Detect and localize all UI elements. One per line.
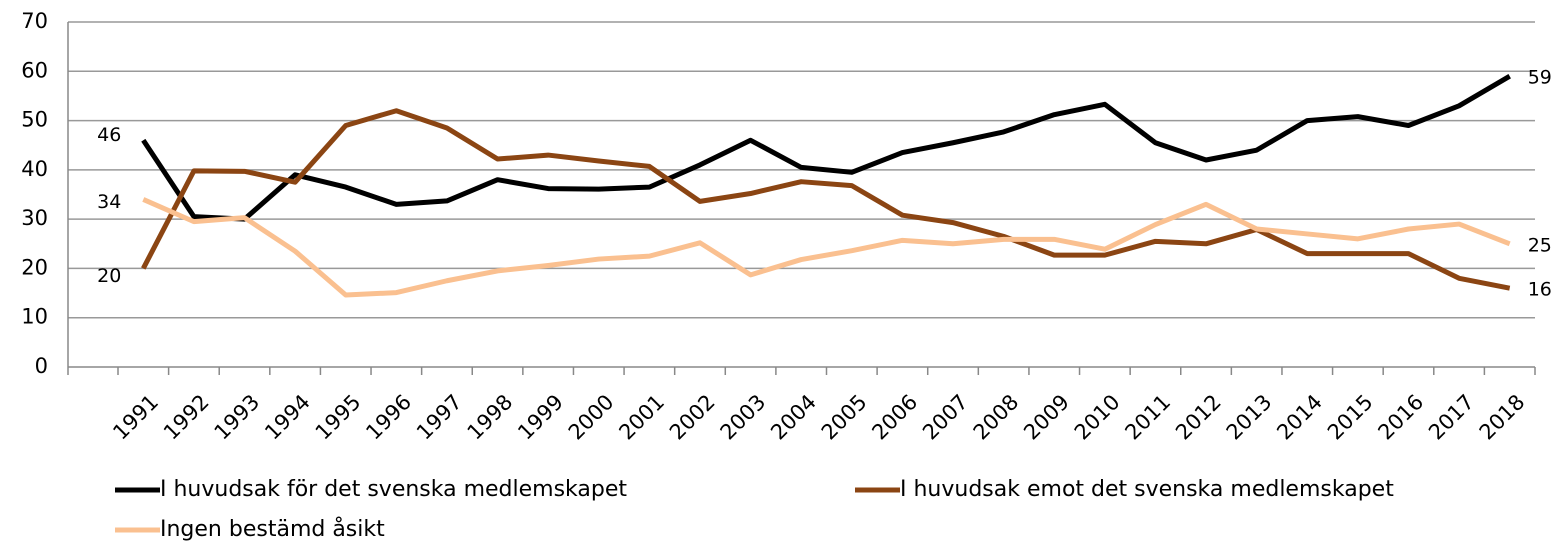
x-tick-label: 1997 <box>412 390 467 445</box>
x-tick-label: 1996 <box>361 390 416 445</box>
x-tick-label: 2004 <box>766 390 821 445</box>
data-label: 25 <box>1528 234 1552 256</box>
y-tick-label: 10 <box>21 305 48 329</box>
data-label: 34 <box>97 191 121 213</box>
x-tick-label: 2009 <box>1019 390 1074 445</box>
x-tick-label: 2006 <box>867 390 922 445</box>
x-tick-label: 2018 <box>1475 390 1530 445</box>
x-tick-label: 1994 <box>260 390 315 445</box>
x-tick-label: 2000 <box>564 390 619 445</box>
legend-label: I huvudsak för det svenska medlemskapet <box>160 477 627 502</box>
y-tick-label: 0 <box>35 354 48 378</box>
x-tick-label: 1999 <box>513 390 568 445</box>
x-tick-label: 1992 <box>159 390 214 445</box>
x-tick-label: 1998 <box>463 390 518 445</box>
x-tick-label: 2013 <box>1222 390 1277 445</box>
x-tick-label: 2014 <box>1272 390 1327 445</box>
y-tick-label: 50 <box>21 108 48 132</box>
x-tick-label: 2011 <box>1120 390 1175 445</box>
legend-label: Ingen bestämd åsikt <box>160 516 385 542</box>
y-tick-label: 20 <box>21 255 48 279</box>
x-tick-label: 1995 <box>311 390 366 445</box>
x-tick-label: 2002 <box>665 390 720 445</box>
x-tick-label: 2007 <box>918 390 973 445</box>
x-tick-label: 2003 <box>716 390 771 445</box>
x-tick-label: 2016 <box>1373 390 1428 445</box>
data-label: 46 <box>97 124 121 146</box>
x-tick-label: 1991 <box>108 390 163 445</box>
x-tick-label: 2015 <box>1323 390 1378 445</box>
x-tick-label: 2008 <box>969 390 1024 445</box>
series-line <box>141 74 1511 222</box>
x-tick-label: 2012 <box>1171 390 1226 445</box>
x-tick-label: 1993 <box>210 390 265 445</box>
y-tick-label: 70 <box>21 9 48 33</box>
y-tick-label: 40 <box>21 157 48 181</box>
x-tick-label: 2005 <box>817 390 872 445</box>
x-tick-label: 2010 <box>1070 390 1125 445</box>
series-line <box>141 108 1511 291</box>
data-label: 59 <box>1528 67 1552 89</box>
x-tick-label: 2017 <box>1424 390 1479 445</box>
y-tick-label: 30 <box>21 206 48 230</box>
legend-label: I huvudsak emot det svenska medlemskapet <box>900 477 1394 502</box>
y-tick-label: 60 <box>21 58 48 82</box>
x-tick-label: 2001 <box>614 390 669 445</box>
series-line <box>142 197 1511 298</box>
data-label: 20 <box>97 265 121 287</box>
data-label: 16 <box>1528 279 1552 301</box>
